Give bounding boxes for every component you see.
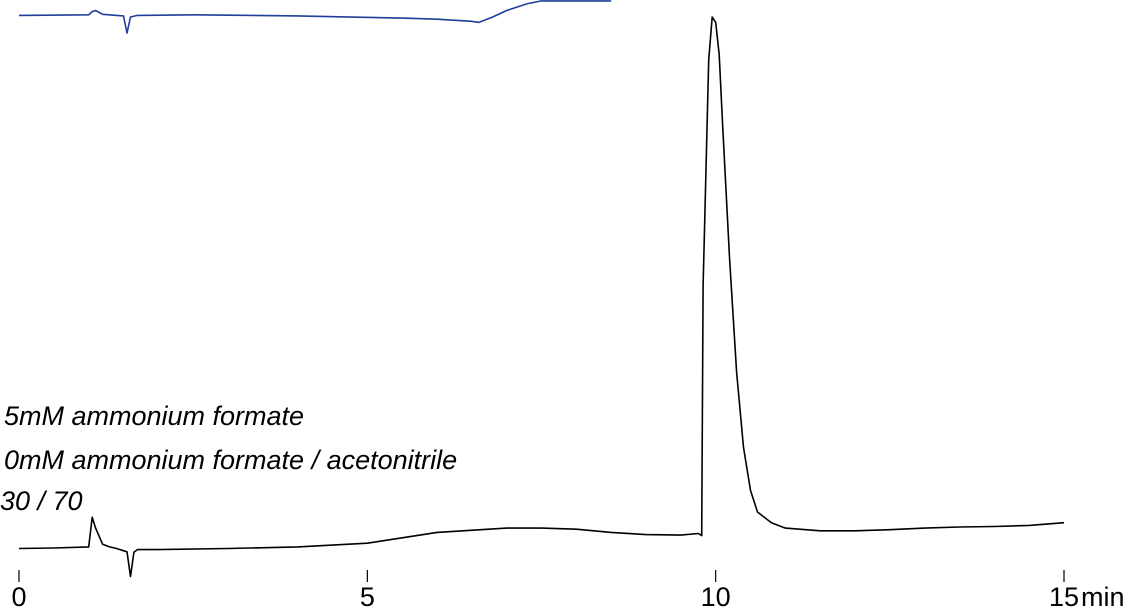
annotation-line-2: 0mM ammonium formate / acetonitrile [4, 445, 458, 475]
x-tick-label: 5 [360, 582, 375, 609]
series-line-1 [18, 0, 612, 34]
series-line-2 [18, 16, 1065, 578]
x-tick-label: 15 [1049, 582, 1079, 609]
x-tick-label: 0 [11, 582, 26, 609]
series-layer [18, 0, 1065, 578]
annotation-line-1: 5mM ammonium formate [4, 401, 305, 431]
annotation-line-3: 30 / 70 [0, 486, 83, 516]
x-unit-label: min [1081, 582, 1125, 609]
x-axis: 0 5 10 15 min [11, 570, 1125, 609]
x-tick-label: 10 [701, 582, 731, 609]
